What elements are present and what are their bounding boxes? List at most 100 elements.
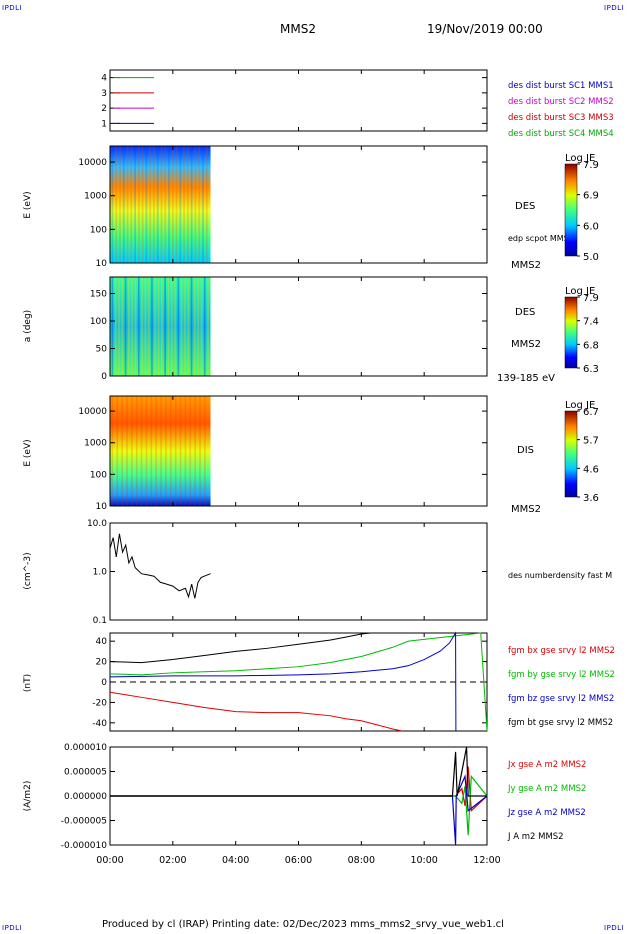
dis-energy-stripe: [140, 396, 143, 506]
des-pitch-tick-label: 0: [101, 372, 107, 382]
des-energy-tick-label: 10: [96, 259, 108, 269]
burst-legend-entry: des dist burst SC3 MMS3: [508, 113, 614, 123]
field-tick-label: -40: [92, 719, 107, 729]
dis-energy-stripe: [165, 396, 167, 506]
dis-energy-stripe: [179, 396, 182, 506]
des-pitch-stripe: [151, 277, 153, 376]
current-tick-label: -0.000005: [61, 817, 107, 827]
corner-label-bottom-left: IPDLI: [2, 924, 23, 932]
colorbar-tick-label: 6.7: [583, 407, 599, 418]
dis-energy-stripe: [170, 396, 172, 506]
colorbar-tick-label: 6.0: [583, 221, 599, 232]
des-pitch-stripe: [170, 277, 173, 376]
des-energy-tick-label: 1000: [84, 192, 107, 202]
dis-energy-instrument: DIS: [517, 445, 534, 456]
dis-energy-ylabel: E (eV): [23, 439, 33, 466]
current-tick-label: 0.000010: [64, 743, 107, 753]
current-legend-entry: Jz gse A m2 MMS2: [507, 808, 586, 818]
field-legend-entry: fgm bz gse srvy l2 MMS2: [508, 694, 614, 704]
burst-tick-label: 2: [101, 104, 107, 114]
field-tick-label: 40: [96, 637, 108, 647]
des-pitch-stripe: [154, 277, 157, 376]
des-pitch-stripe: [111, 277, 114, 376]
des-pitch-stripe: [121, 277, 124, 376]
time-tick-label: 00:00: [96, 855, 123, 866]
des-energy-stripe: [130, 146, 133, 263]
field-legend-entry: fgm bt gse srvy l2 MMS2: [508, 718, 613, 728]
current-ylabel: (A/m2): [23, 781, 33, 812]
des-energy-stripe: [115, 146, 118, 263]
des-energy-stripe: [122, 146, 125, 263]
corner-label-top-left: IPDLI: [2, 4, 23, 12]
dis-energy-stripe: [189, 396, 192, 506]
dis-energy-tick-label: 1000: [84, 439, 107, 449]
current-tick-label: 0.000000: [64, 792, 107, 802]
des-energy-colorbar: [564, 163, 578, 257]
des-pitch-stripe: [141, 277, 143, 376]
density-tick-label: 0.1: [93, 616, 107, 626]
burst-panel-frame: [109, 69, 488, 132]
field-series-line: [109, 632, 371, 664]
current-legend-entry: J A m2 MMS2: [507, 832, 564, 842]
field-legend-entry: fgm bx gse srvy l2 MMS2: [508, 646, 615, 656]
field-tick-label: -20: [92, 698, 107, 708]
time-tick-label: 06:00: [285, 855, 312, 866]
colorbar-tick-label: 6.3: [583, 364, 599, 375]
burst-legend-entry: des dist burst SC4 MMS4: [508, 129, 614, 139]
des-pitch-stripe: [114, 277, 117, 376]
burst-legend-entry: des dist burst SC2 MMS2: [508, 97, 614, 107]
des-energy-stripe: [205, 146, 208, 263]
current-legend-entry: Jx gse A m2 MMS2: [507, 760, 586, 770]
des-energy-stripe: [198, 146, 201, 263]
current-series-line: [110, 774, 488, 836]
des-energy-stripe: [164, 146, 167, 263]
burst-tick-label: 1: [101, 119, 107, 129]
des-pitch-stripe: [200, 277, 203, 376]
des-energy-stripe: [111, 146, 114, 263]
dis-energy-colorbar: [564, 410, 578, 498]
des-energy-stripe: [126, 146, 129, 263]
current-series-line: [110, 774, 488, 846]
des-pitch-stripe: [194, 277, 196, 376]
density-legend-entry: des numberdensity fast M: [508, 571, 612, 580]
dis-energy-stripe: [145, 396, 148, 506]
des-pitch-stripe: [203, 277, 206, 376]
des-energy-spectrogram: [110, 146, 211, 263]
des-energy-tick-label: 10000: [78, 158, 107, 168]
des-pitch-stripe: [144, 277, 147, 376]
des-pitch-spectrogram: [110, 277, 211, 376]
density-panel-frame: [109, 522, 488, 621]
des-pitch-stripe: [131, 277, 133, 376]
des-pitch-stripe: [187, 277, 190, 376]
footer-credits: Produced by cl (IRAP) Printing date: 02/…: [102, 919, 504, 930]
des-pitch-instrument: DES: [515, 307, 535, 318]
des-energy-stripe: [153, 146, 155, 263]
des-energy-instrument: DES: [515, 201, 535, 212]
dis-energy-stripe: [194, 396, 196, 506]
des-pitch-colorbar: [564, 296, 578, 369]
des-pitch-stripe: [167, 277, 170, 376]
colorbar-title: Log JE: [565, 286, 595, 297]
des-energy-stripe: [156, 146, 159, 263]
spacecraft-title: MMS2: [280, 22, 316, 36]
density-series-line: [109, 533, 211, 599]
dis-energy-sc-label: MMS2: [511, 504, 541, 515]
colorbar-tick-label: 7.9: [583, 293, 599, 304]
density-tick-label: 1.0: [93, 568, 108, 578]
des-pitch-tick-label: 50: [96, 345, 108, 355]
des-energy-stripe: [202, 146, 204, 263]
des-energy-ylabel: E (eV): [23, 191, 33, 218]
des-energy-scpot-label: edp scpot MMS2: [508, 234, 574, 243]
dis-energy-stripe: [135, 396, 138, 506]
dis-energy-stripe: [184, 396, 187, 506]
datetime-title: 19/Nov/2019 00:00: [427, 22, 543, 36]
colorbar-tick-label: 5.7: [583, 436, 599, 447]
colorbar-title: Log JE: [565, 400, 595, 411]
des-energy-stripe: [190, 146, 193, 263]
des-pitch-stripe: [174, 277, 176, 376]
dis-energy-spectrogram: [110, 396, 211, 506]
des-pitch-tick-label: 150: [90, 290, 107, 300]
burst-legend-entry: des dist burst SC1 MMS1: [508, 81, 614, 91]
dis-energy-stripe: [204, 396, 206, 506]
